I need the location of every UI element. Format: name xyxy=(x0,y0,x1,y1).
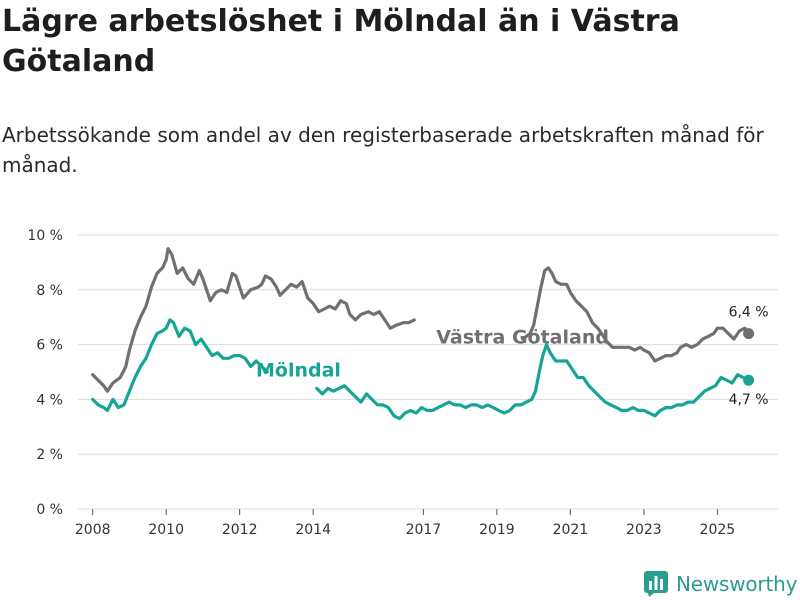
chart-title: Lägre arbetslöshet i Mölndal än i Västra… xyxy=(2,4,680,79)
y-tick-label: 4 % xyxy=(36,392,63,408)
labels: 6,4 % Västra Götaland 4,7 % Mölndal xyxy=(256,305,769,409)
series-end-label: 4,7 % xyxy=(729,392,769,408)
grid-lines xyxy=(78,234,778,510)
x-tick-label: 2014 xyxy=(295,522,331,538)
newsworthy-brand: Newsworthy xyxy=(644,570,797,598)
x-tick-label: 2025 xyxy=(700,522,736,538)
series-line xyxy=(91,247,416,393)
y-tick-label: 6 % xyxy=(36,338,63,354)
x-tick-label: 2019 xyxy=(479,522,515,538)
series-line xyxy=(521,266,751,363)
series-line xyxy=(315,343,751,421)
y-tick-label: 0 % xyxy=(36,502,63,518)
series-end-label: 6,4 % xyxy=(729,305,769,321)
series-end-dot xyxy=(743,328,755,340)
x-tick-label: 2008 xyxy=(75,522,111,538)
x-tick-label: 2021 xyxy=(553,522,589,538)
chart-subtitle: Arbetssökande som andel av den registerb… xyxy=(2,123,764,177)
series-annotation: Västra Götaland xyxy=(436,326,609,348)
series-lines xyxy=(91,247,755,421)
x-tick-label: 2023 xyxy=(626,522,662,538)
bar-chart-logo-icon xyxy=(644,571,668,597)
x-tick-label: 2017 xyxy=(406,522,442,538)
series-annotation: Mölndal xyxy=(256,359,341,381)
brand-name: Newsworthy xyxy=(676,572,798,596)
y-tick-label: 8 % xyxy=(36,283,63,299)
series-end-dot xyxy=(743,374,755,386)
axes: 0 % 2 % 4 % 6 % 8 % 10 % 2008 2010 2012 2014 2017 2… xyxy=(27,228,735,538)
x-tick-label: 2012 xyxy=(222,522,258,538)
y-tick-label: 2 % xyxy=(36,447,63,463)
series-line xyxy=(91,318,269,412)
y-tick-label: 10 % xyxy=(27,228,63,244)
x-tick-label: 2010 xyxy=(148,522,184,538)
